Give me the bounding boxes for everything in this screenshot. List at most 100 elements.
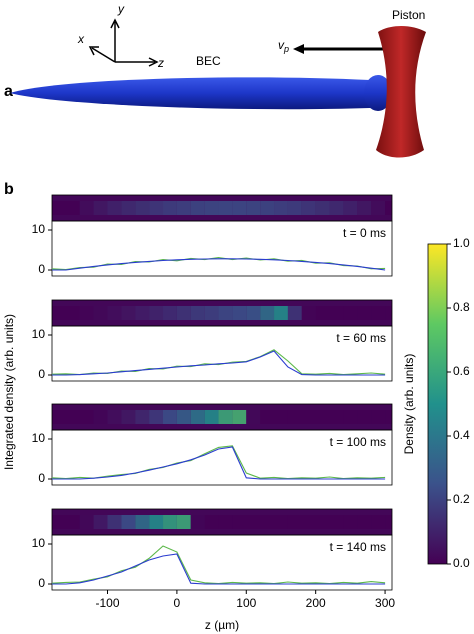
density-cell [274, 306, 288, 320]
density-cell [65, 515, 80, 529]
density-cell [232, 515, 247, 529]
y-tick-label: 0 [38, 367, 45, 381]
colorbar-tick-label: 0.2 [453, 492, 470, 506]
plot-frame [51, 534, 393, 591]
density-cell [65, 306, 80, 320]
density-cell [135, 306, 150, 320]
density-cell [315, 201, 330, 215]
density-cell [357, 410, 372, 424]
density-cell [287, 306, 302, 320]
density-cell [371, 410, 386, 424]
density-cell [357, 201, 372, 215]
density-cell [93, 515, 108, 529]
density-cell [260, 306, 275, 320]
density-cell [65, 201, 80, 215]
axes-icon [88, 18, 159, 67]
density-cell [246, 201, 261, 215]
density-cell [149, 201, 164, 215]
x-tick-label: -100 [95, 596, 119, 610]
panel-label: b [4, 181, 14, 198]
density-cell [149, 410, 164, 424]
density-cell [107, 306, 122, 320]
density-cell [232, 201, 247, 215]
density-cell [385, 306, 392, 320]
bec-cap [364, 75, 392, 111]
density-cell [176, 410, 191, 424]
density-cell [218, 410, 233, 424]
density-cell [52, 201, 66, 215]
density-cell [163, 515, 177, 529]
axis-x: x [77, 32, 85, 46]
density-cell [232, 410, 247, 424]
density-line [51, 445, 386, 480]
density-cell [52, 515, 66, 529]
density-cell [93, 410, 108, 424]
density-cell [371, 515, 386, 529]
density-cell [176, 306, 191, 320]
density-cell [135, 410, 150, 424]
density-cell [107, 201, 122, 215]
density-cell [246, 410, 261, 424]
density-cell [176, 515, 191, 529]
density-cell [274, 515, 288, 529]
density-cell [385, 515, 392, 529]
colorbar-tick-label: 1.0 [453, 236, 470, 250]
velocity-v: v [278, 38, 285, 52]
density-cell [190, 410, 205, 424]
density-cell [135, 201, 150, 215]
density-cell [385, 410, 392, 424]
velocity-label: vp [278, 38, 289, 54]
density-cell [315, 515, 330, 529]
density-cell [107, 515, 122, 529]
density-cell [190, 515, 205, 529]
density-cell [260, 201, 275, 215]
y-axis-label: Integrated density (arb. units) [2, 314, 16, 470]
density-cell [218, 306, 233, 320]
density-cell [190, 306, 205, 320]
density-cell [79, 410, 94, 424]
density-line [51, 349, 386, 376]
density-cell [329, 306, 344, 320]
density-cell [287, 410, 302, 424]
x-tick-label: 300 [375, 596, 395, 610]
colorbar-tick-label: 0.8 [453, 300, 470, 314]
density-cell [329, 410, 344, 424]
density-cell [79, 201, 94, 215]
density-cell [218, 201, 233, 215]
density-cell [121, 201, 136, 215]
density-cell [204, 410, 219, 424]
density-cell [52, 410, 66, 424]
density-cell [287, 201, 302, 215]
density-cell [260, 410, 275, 424]
y-tick-label: 10 [32, 536, 46, 550]
density-cell [329, 515, 344, 529]
axis-y: y [117, 2, 125, 16]
plot-frame [51, 429, 393, 486]
axis-z: z [157, 56, 164, 70]
density-cell [52, 306, 66, 320]
density-cell [274, 201, 288, 215]
density-cell [190, 201, 205, 215]
density-cell [79, 515, 94, 529]
y-tick-label: 10 [32, 431, 46, 445]
y-tick-label: 0 [38, 471, 45, 485]
density-cell [301, 201, 316, 215]
density-cell [343, 201, 358, 215]
y-tick-label: 0 [38, 576, 45, 590]
density-cell [232, 306, 247, 320]
density-cell [315, 306, 330, 320]
colorbar-tick-label: 0.4 [453, 428, 470, 442]
time-annotation: t = 60 ms [336, 331, 386, 345]
density-line [51, 257, 386, 271]
panel-label: a [4, 83, 13, 100]
bec-shape [10, 77, 388, 110]
plot-frame [51, 325, 393, 382]
density-cell [357, 306, 372, 320]
density-line [52, 258, 386, 271]
piston [376, 26, 426, 158]
colorbar-label: Density (arb. units) [402, 354, 416, 455]
density-cell [343, 515, 358, 529]
density-cell [329, 201, 344, 215]
density-cell [121, 410, 136, 424]
